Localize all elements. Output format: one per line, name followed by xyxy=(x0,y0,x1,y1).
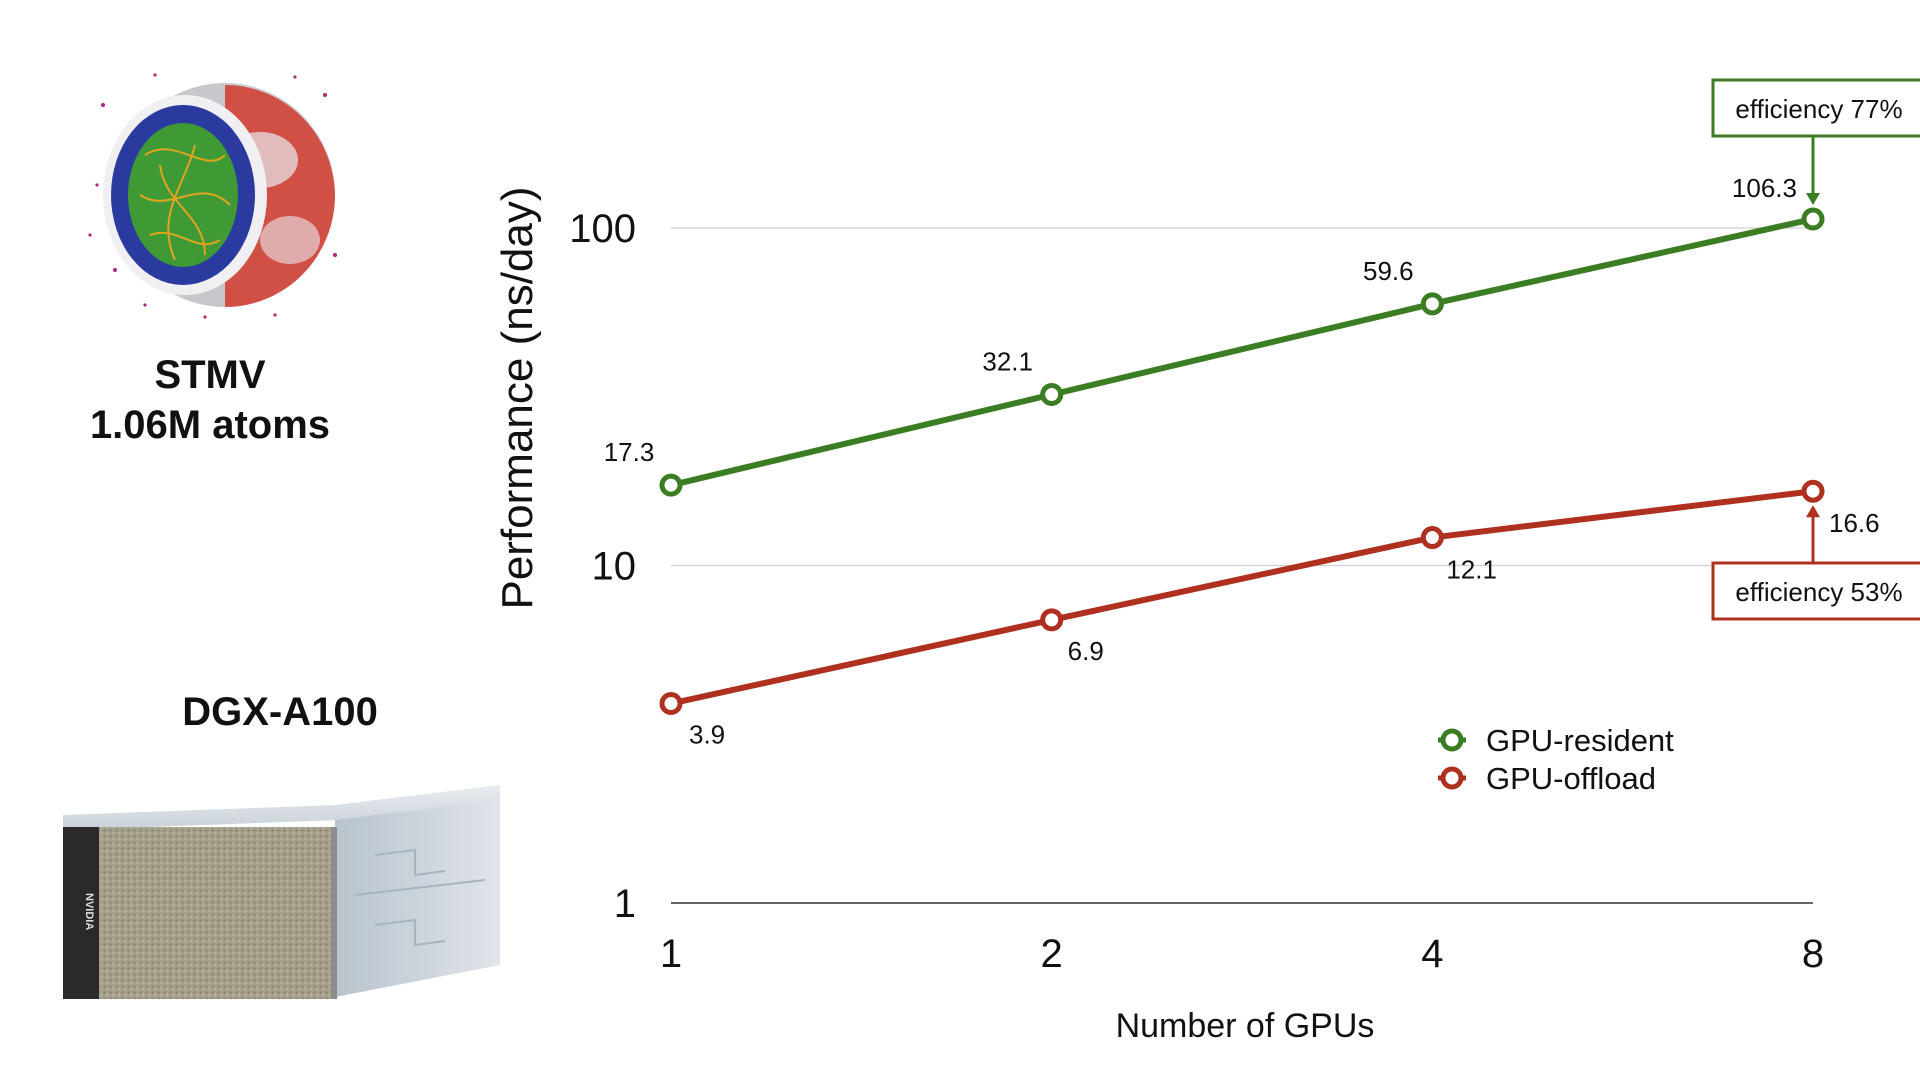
server-front-panel xyxy=(63,827,335,999)
molecule-caption: STMV 1.06M atoms xyxy=(40,350,380,450)
series-line xyxy=(670,488,1814,707)
efficiency-annotation: efficiency 53% xyxy=(1711,505,1920,621)
legend-item: GPU-offload xyxy=(1438,761,1656,796)
x-tick-label: 4 xyxy=(1421,932,1443,976)
x-axis-label: Number of GPUs xyxy=(1116,1007,1375,1045)
y-tick-label: 1 xyxy=(614,882,636,926)
y-axis-label: Performance (ns/day) xyxy=(493,186,542,609)
annotation-text: efficiency 53% xyxy=(1735,577,1902,607)
molecule-name: STMV xyxy=(154,353,266,397)
data-point xyxy=(1801,207,1825,231)
server-top xyxy=(63,785,500,830)
data-label: 16.6 xyxy=(1829,508,1880,538)
series-line xyxy=(670,216,1814,489)
chart-gridlines xyxy=(671,227,1813,904)
data-label: 59.6 xyxy=(1363,256,1414,286)
data-label: 32.1 xyxy=(982,347,1033,377)
annotation-arrowhead xyxy=(1806,193,1820,206)
series-gpu-offload: 3.9 6.9 12.1 16.6 xyxy=(659,479,1880,750)
y-axis-ticks: 1 10 100 xyxy=(569,207,636,926)
chart-series: 17.3 32.1 59.6 106.3 3.9 6.9 12.1 16.6 xyxy=(604,173,1880,749)
y-tick-label: 100 xyxy=(569,207,636,251)
annotation-arrowhead xyxy=(1806,505,1820,518)
data-label: 106.3 xyxy=(1732,173,1797,203)
data-label: 17.3 xyxy=(604,437,655,467)
data-point xyxy=(1040,383,1064,407)
legend-label: GPU-resident xyxy=(1486,723,1674,758)
x-tick-label: 2 xyxy=(1041,932,1063,976)
server-logo-strip xyxy=(63,827,99,999)
chart-annotations: efficiency 77% efficiency 53% xyxy=(1711,78,1920,621)
molecule-strands xyxy=(139,144,231,261)
data-label: 6.9 xyxy=(1068,636,1104,666)
molecule-rna xyxy=(128,123,238,267)
x-axis-ticks: 1 2 4 8 xyxy=(660,932,1824,976)
data-point xyxy=(659,473,683,497)
data-point xyxy=(1420,292,1444,316)
data-point xyxy=(659,692,683,716)
molecule-atom-count: 1.06M atoms xyxy=(89,403,331,447)
legend-swatch-marker xyxy=(1440,728,1464,752)
annotation-text: efficiency 77% xyxy=(1735,94,1902,124)
series-gpu-resident: 17.3 32.1 59.6 106.3 xyxy=(604,173,1825,497)
annotation-box xyxy=(1711,78,1920,138)
data-point xyxy=(1420,526,1444,550)
annotation-box xyxy=(1711,561,1920,621)
y-tick-label: 10 xyxy=(592,545,637,589)
efficiency-annotation: efficiency 77% xyxy=(1711,78,1920,206)
data-point xyxy=(1040,608,1064,632)
nvidia-logo-text: NVIDIA xyxy=(83,893,95,930)
legend-swatch-marker xyxy=(1440,766,1464,790)
data-label: 3.9 xyxy=(689,720,725,750)
stmv-virus-illustration xyxy=(88,73,337,319)
dgx-server-illustration: NVIDIA xyxy=(63,785,500,999)
legend-item: GPU-resident xyxy=(1438,723,1674,758)
legend-label: GPU-offload xyxy=(1486,761,1656,796)
x-tick-label: 1 xyxy=(660,932,682,976)
data-label: 12.1 xyxy=(1446,555,1497,585)
server-side xyxy=(335,800,500,997)
x-tick-label: 8 xyxy=(1802,932,1824,976)
machine-name: DGX-A100 xyxy=(182,690,378,734)
molecule-speckles xyxy=(88,73,337,319)
data-point xyxy=(1801,479,1825,503)
